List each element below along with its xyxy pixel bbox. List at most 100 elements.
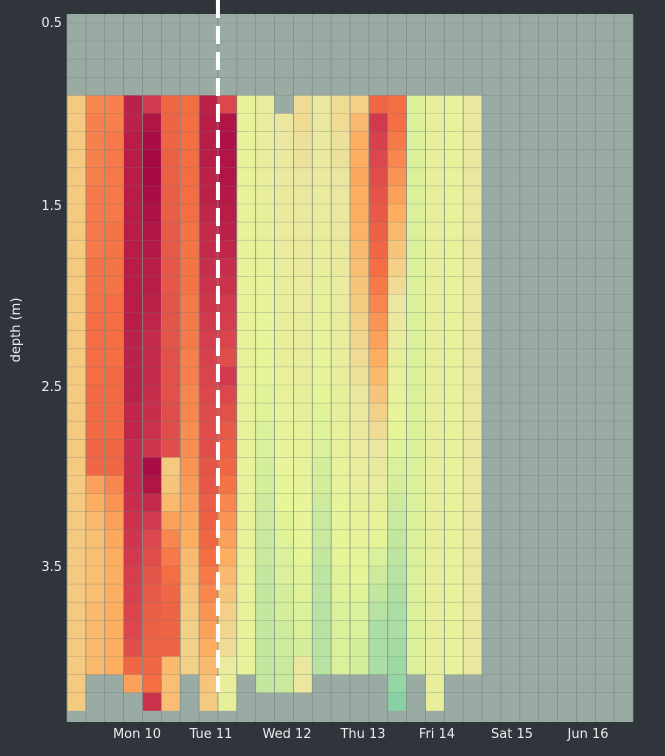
heatmap-cell [180,439,200,458]
heatmap-cell [85,240,105,259]
heatmap-cell [274,385,294,404]
heatmap-cell [67,95,86,114]
heatmap-cell [406,131,426,150]
heatmap-cell [255,294,275,313]
heatmap-cell [123,222,143,241]
heatmap-cell [123,113,143,132]
heatmap-cell [331,493,350,512]
heatmap-cell [368,348,388,367]
heatmap-cell [217,167,237,186]
heatmap-cell [236,439,256,458]
heatmap-cell [142,566,162,585]
heatmap-cell [331,638,350,657]
x-tick-tue-11: Tue 11 [189,727,233,742]
heatmap-cell [255,222,275,241]
heatmap-cell [161,566,181,585]
heatmap-cell [274,113,294,132]
heatmap-cell [350,602,369,621]
heatmap-cell [142,620,162,639]
heatmap-cell [331,294,350,313]
heatmap-cell [161,312,181,331]
heatmap-cell [199,276,218,295]
heatmap-cell [180,511,200,530]
heatmap-cell [406,566,426,585]
heatmap-cell [67,385,86,404]
heatmap-cell [199,348,218,367]
heatmap-cell [350,439,369,458]
heatmap-cell [67,602,86,621]
heatmap-cell [463,584,483,603]
heatmap-cell [274,149,294,168]
heatmap-cell [142,511,162,530]
heatmap-cell [350,149,369,168]
heatmap-cell [67,149,86,168]
heatmap-cell [180,638,200,657]
heatmap-cell [142,185,162,204]
heatmap-cell [217,475,237,494]
heatmap-cell [142,167,162,186]
heatmap-cell [387,312,407,331]
heatmap-cell [350,185,369,204]
heatmap-cell [85,276,105,295]
heatmap-cell [387,421,407,440]
heatmap-cell [406,638,426,657]
heatmap-cell [67,475,86,494]
y-tick-1-5: 1.5 [41,199,62,214]
heatmap-cell [67,656,86,675]
heatmap-cell [123,475,143,494]
heatmap-cell [274,403,294,422]
heatmap-cell [142,674,162,693]
heatmap-cell [161,475,181,494]
heatmap-cell [123,638,143,657]
heatmap-cell [312,258,332,277]
heatmap-cell [293,566,313,585]
heatmap-cell [199,475,218,494]
heatmap-cell [142,131,162,150]
heatmap-cell [274,421,294,440]
heatmap-cell [444,240,464,259]
heatmap-cell [199,113,218,132]
heatmap-cell [161,385,181,404]
heatmap-cell [67,439,86,458]
heatmap-cell [217,529,237,548]
heatmap-cell [444,620,464,639]
heatmap-cell [368,366,388,385]
heatmap-cell [274,584,294,603]
heatmap-cell [444,204,464,223]
heatmap-cell [463,566,483,585]
heatmap-cells [67,95,483,711]
heatmap-cell [199,547,218,566]
heatmap-cell [274,185,294,204]
heatmap-cell [199,674,218,693]
heatmap-cell [199,204,218,223]
heatmap-cell [368,656,388,675]
heatmap-cell [274,312,294,331]
heatmap-cell [85,620,105,639]
heatmap-cell [387,656,407,675]
heatmap-cell [180,294,200,313]
heatmap-cell [67,584,86,603]
heatmap-cell [312,385,332,404]
heatmap-cell [199,131,218,150]
heatmap-cell [425,457,445,476]
heatmap-cell [142,493,162,512]
heatmap-cell [67,421,86,440]
heatmap-cell [85,403,105,422]
heatmap-cell [255,529,275,548]
heatmap-cell [67,674,86,693]
heatmap-cell [274,602,294,621]
heatmap-cell [331,276,350,295]
heatmap-cell [255,185,275,204]
heatmap-cell [123,457,143,476]
heatmap-cell [312,167,332,186]
heatmap-cell [293,529,313,548]
heatmap-cell [104,95,124,114]
heatmap-cell [104,366,124,385]
heatmap-cell [406,421,426,440]
x-tick-mon-10: Mon 10 [113,727,161,742]
heatmap-cell [142,222,162,241]
heatmap-cell [293,584,313,603]
heatmap-cell [85,222,105,241]
heatmap-cell [406,149,426,168]
heatmap-cell [217,348,237,367]
